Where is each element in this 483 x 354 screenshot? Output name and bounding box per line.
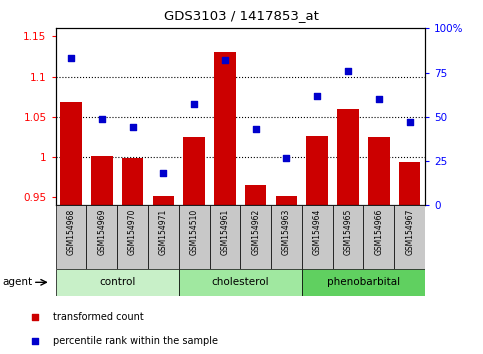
- Point: [375, 96, 383, 102]
- Point: [252, 126, 259, 132]
- Text: transformed count: transformed count: [53, 312, 144, 321]
- Bar: [368, 137, 390, 205]
- Text: control: control: [99, 277, 135, 287]
- Point: [190, 102, 198, 107]
- Text: GSM154967: GSM154967: [405, 209, 414, 255]
- Text: GSM154971: GSM154971: [159, 209, 168, 255]
- Point: [31, 338, 39, 344]
- Bar: [184, 137, 205, 205]
- Bar: [214, 52, 236, 205]
- Bar: [337, 109, 359, 205]
- Bar: [271, 205, 302, 269]
- Text: cholesterol: cholesterol: [212, 277, 269, 287]
- Bar: [86, 205, 117, 269]
- Bar: [210, 205, 240, 269]
- Point: [31, 314, 39, 319]
- Text: GSM154969: GSM154969: [97, 209, 106, 255]
- Bar: [307, 136, 328, 205]
- Bar: [364, 205, 394, 269]
- Bar: [91, 156, 113, 205]
- Text: GSM154510: GSM154510: [190, 209, 199, 255]
- Bar: [333, 205, 364, 269]
- Point: [67, 56, 75, 61]
- Text: GSM154970: GSM154970: [128, 209, 137, 255]
- Text: GSM154962: GSM154962: [251, 209, 260, 255]
- Bar: [302, 205, 333, 269]
- Bar: [302, 269, 425, 296]
- Text: GSM154965: GSM154965: [343, 209, 353, 255]
- Text: GSM154966: GSM154966: [374, 209, 384, 255]
- Text: GSM154968: GSM154968: [67, 209, 75, 255]
- Bar: [122, 158, 143, 205]
- Bar: [179, 269, 302, 296]
- Bar: [245, 185, 267, 205]
- Point: [159, 171, 167, 176]
- Bar: [148, 205, 179, 269]
- Point: [313, 93, 321, 98]
- Bar: [399, 162, 420, 205]
- Bar: [240, 205, 271, 269]
- Bar: [153, 196, 174, 205]
- Bar: [276, 196, 297, 205]
- Bar: [56, 205, 86, 269]
- Bar: [56, 269, 179, 296]
- Bar: [117, 205, 148, 269]
- Text: agent: agent: [2, 277, 32, 287]
- Text: GSM154961: GSM154961: [220, 209, 229, 255]
- Point: [406, 119, 413, 125]
- Point: [344, 68, 352, 74]
- Bar: [179, 205, 210, 269]
- Text: GSM154963: GSM154963: [282, 209, 291, 255]
- Bar: [394, 205, 425, 269]
- Point: [221, 57, 229, 63]
- Point: [283, 155, 290, 160]
- Point: [128, 125, 136, 130]
- Text: percentile rank within the sample: percentile rank within the sample: [53, 336, 218, 346]
- Text: phenobarbital: phenobarbital: [327, 277, 400, 287]
- Text: GSM154964: GSM154964: [313, 209, 322, 255]
- Text: GDS3103 / 1417853_at: GDS3103 / 1417853_at: [164, 9, 319, 22]
- Bar: [60, 102, 82, 205]
- Point: [98, 116, 106, 121]
